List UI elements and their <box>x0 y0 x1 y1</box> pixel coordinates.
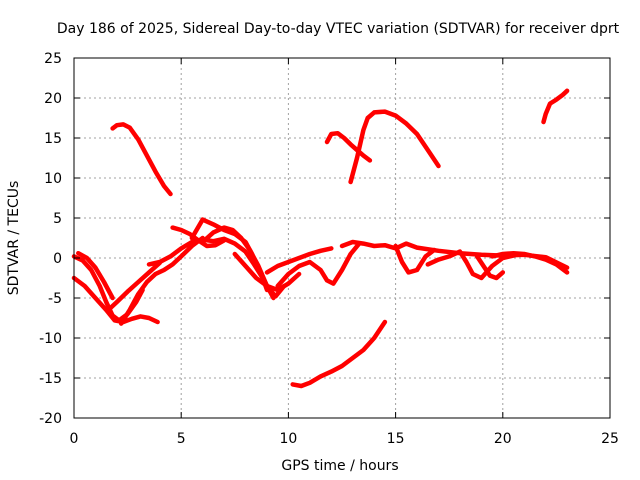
series-line-arc-4 <box>106 260 163 313</box>
y-tick-label: 5 <box>53 211 62 227</box>
y-tick-label: -15 <box>39 371 62 387</box>
y-tick-label: 15 <box>44 131 62 147</box>
plot-frame <box>73 57 611 419</box>
y-tick-label: -5 <box>48 291 62 307</box>
series-line-arc-11 <box>232 251 302 293</box>
y-axis-label: SDTVAR / TECUs <box>6 181 22 296</box>
series-line-arc-15 <box>324 130 373 163</box>
y-tick-label: -20 <box>39 411 62 427</box>
series-line-arc-12 <box>264 246 334 275</box>
series-line-arc-14 <box>290 319 388 389</box>
data-series <box>71 88 570 389</box>
x-tick-label: 20 <box>494 431 512 447</box>
y-tick-label: 0 <box>53 251 62 267</box>
y-tick-label: 10 <box>44 171 62 187</box>
y-tick-label: -10 <box>39 331 62 347</box>
series-line-arc-18 <box>393 243 437 275</box>
series-line-arc-20 <box>474 254 506 281</box>
x-tick-label: 5 <box>177 431 186 447</box>
x-tick-label: 0 <box>70 431 79 447</box>
x-tick-label: 25 <box>601 431 619 447</box>
series-line-arc-10 <box>200 225 276 301</box>
series-line-arc-6 <box>110 122 173 197</box>
chart-title: Day 186 of 2025, Sidereal Day-to-day VTE… <box>57 21 620 37</box>
series-line-arc-2 <box>71 275 160 325</box>
series-line-arc-16 <box>348 109 441 185</box>
x-tick-label: 15 <box>387 431 405 447</box>
y-tick-label: 20 <box>44 91 62 107</box>
x-tick-label: 10 <box>279 431 297 447</box>
series-line-arc-3 <box>76 250 115 301</box>
y-tick-label: 25 <box>44 51 62 67</box>
series-line-arc-22 <box>541 88 570 125</box>
series-line-arc-5 <box>118 235 205 326</box>
series-line-arc-19 <box>425 249 516 281</box>
series-line-arc-13 <box>275 241 362 289</box>
series-line-arc-21 <box>489 250 570 275</box>
x-axis-label: GPS time / hours <box>281 458 398 474</box>
